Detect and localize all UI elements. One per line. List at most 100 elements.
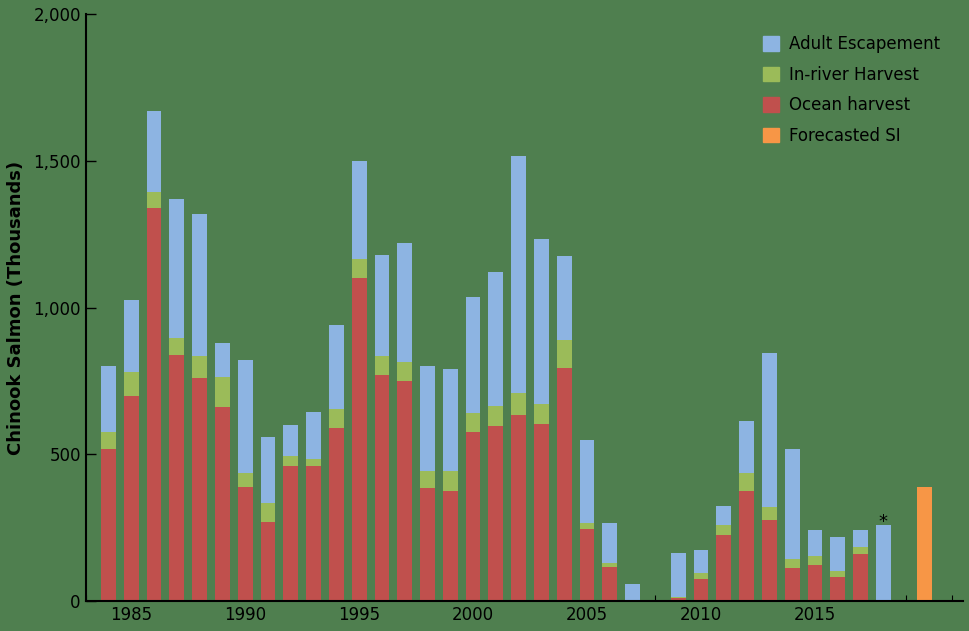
Bar <box>534 423 548 601</box>
Bar <box>215 377 230 408</box>
Bar <box>716 535 731 601</box>
Bar <box>170 355 184 601</box>
Bar <box>829 577 844 601</box>
Bar <box>328 428 343 601</box>
Bar <box>443 471 457 491</box>
Bar <box>829 537 844 570</box>
Bar <box>352 161 366 259</box>
Bar <box>420 471 434 488</box>
Bar <box>784 449 798 559</box>
Bar <box>738 491 753 601</box>
Bar <box>306 412 321 459</box>
Bar <box>170 199 184 338</box>
Bar <box>443 491 457 601</box>
Bar <box>352 259 366 278</box>
Bar <box>556 340 571 368</box>
Bar <box>420 366 434 471</box>
Bar <box>397 362 412 381</box>
Bar <box>806 556 822 565</box>
Bar <box>806 529 822 556</box>
Bar <box>237 473 252 487</box>
Bar <box>101 432 115 449</box>
Bar <box>328 325 343 409</box>
Y-axis label: Chinook Salmon (Thousands): Chinook Salmon (Thousands) <box>7 160 25 454</box>
Bar <box>784 569 798 601</box>
Bar <box>852 553 867 601</box>
Bar <box>283 456 297 466</box>
Bar <box>124 372 139 396</box>
Legend: Adult Escapement, In-river Harvest, Ocean harvest, Forecasted SI: Adult Escapement, In-river Harvest, Ocea… <box>752 25 950 155</box>
Bar <box>534 404 548 423</box>
Bar <box>784 559 798 569</box>
Bar <box>852 529 867 547</box>
Bar <box>761 521 776 601</box>
Bar <box>374 356 389 375</box>
Bar <box>146 208 161 601</box>
Bar <box>579 440 594 523</box>
Bar <box>465 413 480 432</box>
Bar <box>625 584 640 599</box>
Bar <box>283 466 297 601</box>
Bar <box>625 599 640 601</box>
Bar <box>852 547 867 553</box>
Bar <box>716 525 731 535</box>
Text: *: * <box>878 513 887 531</box>
Bar <box>602 523 616 563</box>
Bar <box>693 579 707 601</box>
Bar <box>374 375 389 601</box>
Bar <box>671 598 685 601</box>
Bar <box>101 449 115 601</box>
Bar <box>829 570 844 577</box>
Bar <box>579 523 594 529</box>
Bar <box>511 415 525 601</box>
Bar <box>215 408 230 601</box>
Bar <box>556 256 571 340</box>
Bar <box>738 473 753 491</box>
Bar <box>261 503 275 522</box>
Bar <box>124 396 139 601</box>
Bar <box>215 343 230 377</box>
Bar <box>693 550 707 574</box>
Bar <box>192 356 206 378</box>
Bar <box>602 567 616 601</box>
Bar <box>693 574 707 579</box>
Bar <box>101 366 115 432</box>
Bar <box>352 278 366 601</box>
Bar <box>397 381 412 601</box>
Bar <box>146 111 161 192</box>
Bar <box>306 466 321 601</box>
Bar <box>488 406 503 427</box>
Bar <box>761 507 776 521</box>
Bar <box>465 297 480 413</box>
Bar <box>283 425 297 456</box>
Bar <box>328 409 343 428</box>
Bar <box>916 487 931 601</box>
Bar <box>488 273 503 406</box>
Bar <box>306 459 321 466</box>
Bar <box>671 553 685 597</box>
Bar <box>579 529 594 601</box>
Bar <box>237 360 252 473</box>
Bar <box>261 522 275 601</box>
Bar <box>738 421 753 473</box>
Bar <box>511 392 525 415</box>
Bar <box>261 437 275 503</box>
Bar <box>192 214 206 356</box>
Bar <box>443 369 457 471</box>
Bar <box>511 156 525 392</box>
Bar <box>146 192 161 208</box>
Bar <box>534 239 548 404</box>
Bar <box>602 563 616 567</box>
Bar <box>716 506 731 525</box>
Bar <box>124 300 139 372</box>
Bar <box>671 597 685 598</box>
Bar <box>420 488 434 601</box>
Bar <box>556 368 571 601</box>
Bar <box>170 338 184 355</box>
Bar <box>488 427 503 601</box>
Bar <box>374 255 389 356</box>
Bar <box>761 353 776 507</box>
Bar <box>397 243 412 362</box>
Bar <box>237 487 252 601</box>
Bar <box>192 378 206 601</box>
